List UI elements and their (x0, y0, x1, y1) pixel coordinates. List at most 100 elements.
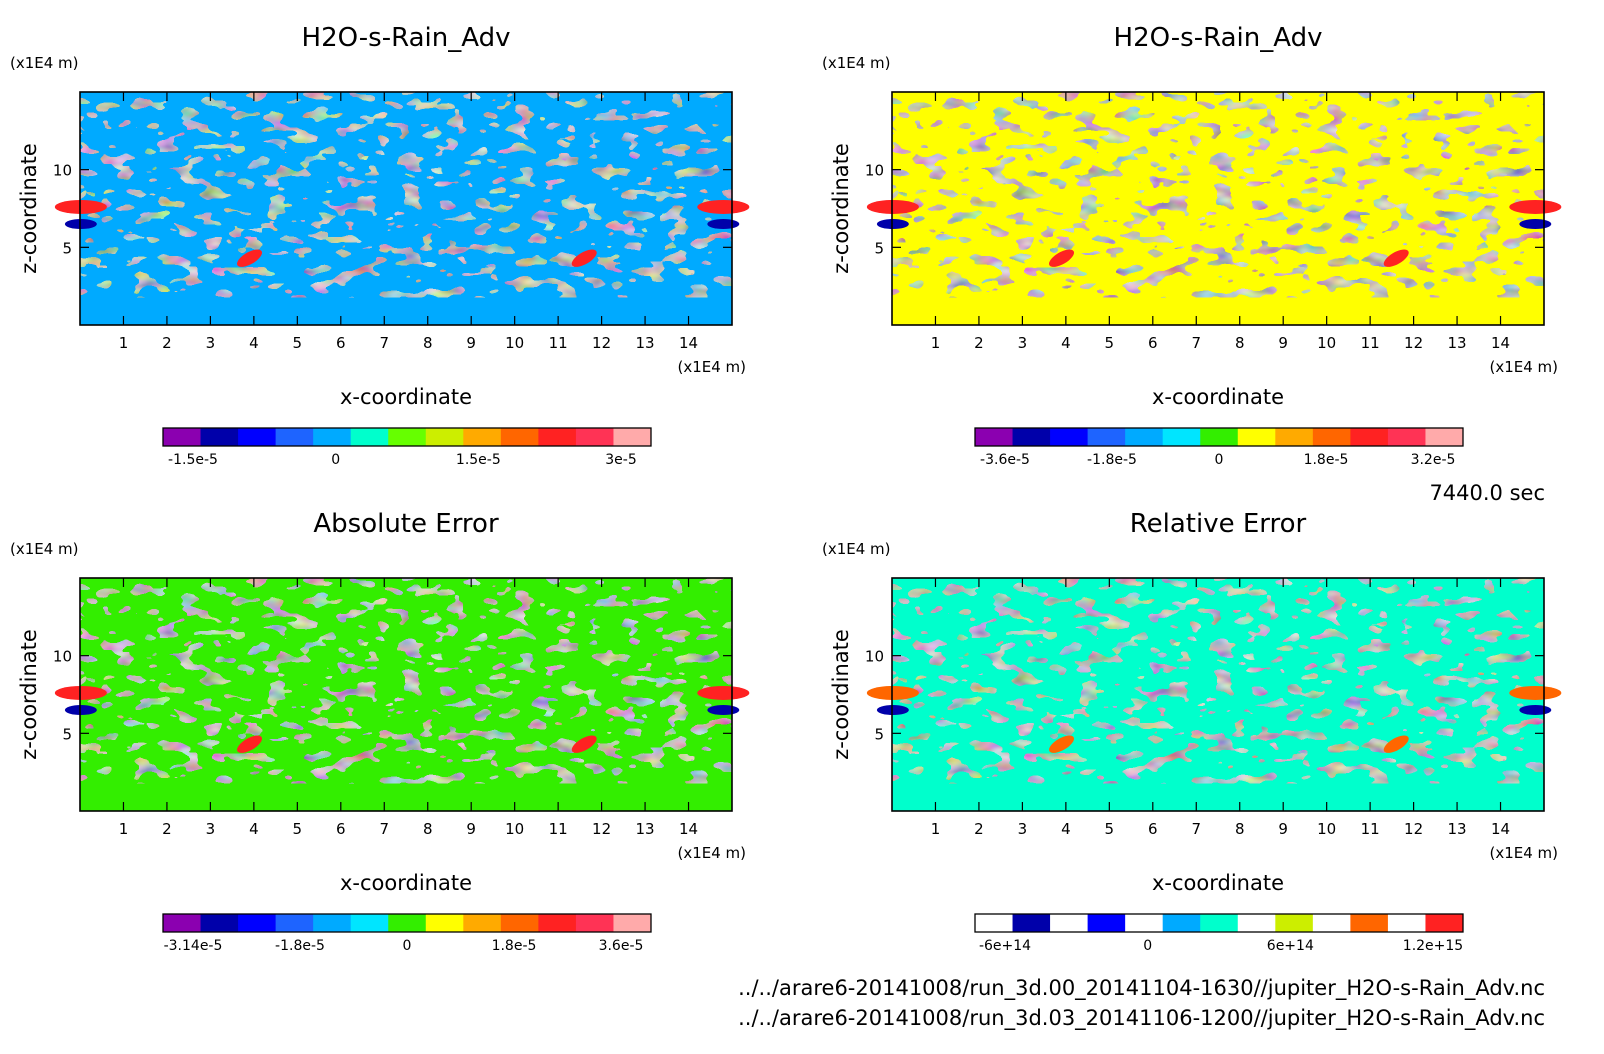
colorbar-tick-label: 3e-5 (605, 452, 636, 468)
colorbar-swatch (200, 914, 239, 932)
colorbar-swatch (575, 914, 614, 932)
heatmap-patches-high (892, 150, 1544, 279)
x-tick-label: 7 (379, 334, 389, 352)
time-label: 7440.0 sec (1429, 481, 1545, 505)
colorbar: -6e+14 0 6e+14 1.2e+15 (974, 913, 1464, 954)
colorbar-swatch (1425, 428, 1464, 446)
colorbar-swatch (538, 914, 577, 932)
x-tick-label: 11 (1361, 820, 1380, 838)
colorbar-tick-label: 1.5e-5 (456, 452, 501, 468)
x-tick-label: 12 (1404, 334, 1423, 352)
chart-panel-1: H2O-s-Rain_Adv(x1E4 m)1 2 3 4 5 6 7 8 9 10 11 12 13 1… (10, 23, 750, 468)
colorbar-swatch (500, 914, 539, 932)
x-tick-label: 7 (379, 820, 389, 838)
x-tick-label: 14 (1491, 820, 1510, 838)
x-tick-label: 1 (931, 334, 941, 352)
x-tick-label: 6 (1148, 334, 1158, 352)
colorbar-swatch (1350, 914, 1389, 932)
colorbar-swatch (1050, 428, 1089, 446)
x-tick-label: 14 (679, 820, 698, 838)
x-tick-label: 11 (1361, 334, 1380, 352)
x-tick-label: 7 (1191, 334, 1201, 352)
chart-panel-2: H2O-s-Rain_Adv(x1E4 m)1 2 3 4 5 6 7 8 9 10 11 12 13 1… (822, 23, 1562, 468)
colorbar-swatch (1087, 428, 1126, 446)
colorbar-swatch (313, 914, 352, 932)
y-axis-label: z-coordinate (829, 143, 853, 274)
heatmap-patches-high (80, 636, 732, 765)
colorbar-swatch (425, 428, 464, 446)
colorbar-swatch (388, 914, 427, 932)
heatmap-feature-hot-1 (866, 685, 919, 700)
x-tick-label: 4 (1061, 820, 1071, 838)
x-unit-label: (x1E4 m) (1489, 358, 1558, 376)
x-tick-label: 11 (549, 334, 568, 352)
x-tick-label: 6 (336, 820, 346, 838)
colorbar-swatch (975, 914, 1014, 932)
x-tick-label: 8 (1235, 334, 1245, 352)
colorbar-swatch (238, 914, 277, 932)
colorbar-tick-label: 0 (1215, 452, 1224, 468)
colorbar: -3.6e-5 -1.8e-5 0 1.8e-5 3.2e-5 (974, 427, 1464, 468)
heatmap-feature-mid-2 (571, 249, 597, 267)
x-axis-label: x-coordinate (340, 385, 472, 409)
heatmap-feature-cold-2 (1519, 705, 1552, 716)
x-tick-label: 12 (1404, 820, 1423, 838)
heatmap-feature-cold-1 (876, 705, 909, 716)
heatmap-feature-cold-1 (64, 705, 97, 716)
colorbar-swatch (1275, 428, 1314, 446)
x-tick-label: 5 (293, 820, 303, 838)
heatmap-feature-cold-1 (64, 219, 97, 230)
colorbar-swatch (1200, 914, 1239, 932)
colorbar-swatch (1012, 428, 1051, 446)
x-tick-label: 3 (1018, 334, 1028, 352)
colorbar-swatch (613, 428, 652, 446)
x-tick-label: 5 (1105, 820, 1115, 838)
colorbar-swatch (1312, 428, 1351, 446)
colorbar-swatch (1312, 914, 1351, 932)
x-axis-label: x-coordinate (1152, 385, 1284, 409)
y-tick-label: 5 (874, 239, 884, 257)
heatmap-feature-hot-2 (1509, 199, 1562, 214)
x-tick-label: 5 (1105, 334, 1115, 352)
y-tick-label: 10 (865, 648, 884, 666)
heatmap-field (866, 92, 1562, 325)
colorbar-swatch (388, 428, 427, 446)
colorbar-swatch (975, 428, 1014, 446)
heatmap-feature-hot-2 (697, 685, 750, 700)
y-unit-label: (x1E4 m) (10, 540, 79, 558)
colorbar: -1.5e-5 0 1.5e-5 3e-5 (162, 427, 652, 468)
x-tick-label: 1 (931, 820, 941, 838)
colorbar-swatch (200, 428, 239, 446)
x-tick-label: 6 (1148, 820, 1158, 838)
x-tick-label: 3 (206, 334, 216, 352)
x-tick-label: 2 (974, 334, 984, 352)
heatmap-feature-cold-2 (707, 705, 740, 716)
x-tick-label: 13 (636, 334, 655, 352)
heatmap-feature-hot-1 (866, 199, 919, 214)
heatmap-feature-mid-2 (1383, 735, 1409, 753)
plot-frame (79, 91, 733, 326)
x-tick-label: 1 (119, 820, 129, 838)
colorbar-swatch (350, 428, 389, 446)
x-tick-label: 3 (206, 820, 216, 838)
colorbar-tick-label: 0 (331, 452, 340, 468)
colorbar-frame (162, 913, 652, 933)
colorbar-tick-label: -3.6e-5 (980, 452, 1030, 468)
heatmap-feature-mid-1 (237, 249, 263, 267)
x-tick-label: 10 (1317, 334, 1336, 352)
x-tick-label: 8 (1235, 820, 1245, 838)
plot-frame (891, 91, 1545, 326)
chart-title: Relative Error (1130, 509, 1307, 539)
x-tick-label: 8 (423, 820, 433, 838)
heatmap-feature-hot-2 (697, 199, 750, 214)
heatmap-feature-mid-1 (1049, 735, 1075, 753)
colorbar-tick-label: -6e+14 (979, 938, 1031, 954)
x-tick-label: 2 (974, 820, 984, 838)
x-tick-label: 14 (1491, 334, 1510, 352)
colorbar-swatch (1237, 914, 1276, 932)
chart-title: H2O-s-Rain_Adv (302, 23, 511, 53)
x-tick-label: 14 (679, 334, 698, 352)
heatmap-patches-high (892, 636, 1544, 765)
x-tick-label: 10 (505, 820, 524, 838)
